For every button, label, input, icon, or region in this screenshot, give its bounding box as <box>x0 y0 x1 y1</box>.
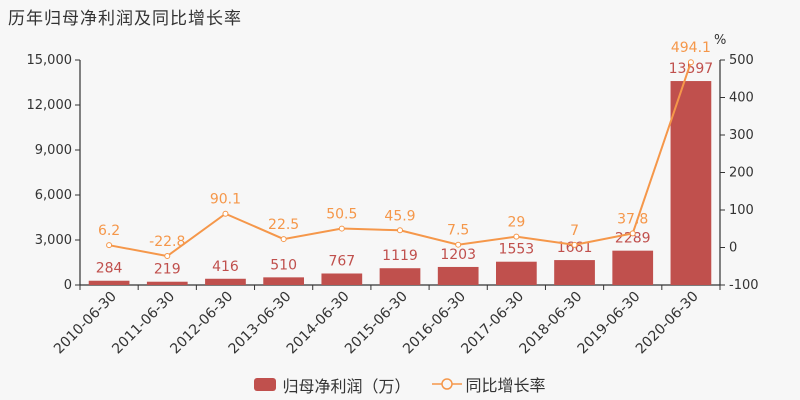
left-axis-tick: 0 <box>64 278 72 293</box>
left-axis-tick: 6,000 <box>35 188 72 203</box>
bar[interactable] <box>496 261 537 285</box>
line-marker-icon <box>431 378 462 390</box>
bar-value-label: 1553 <box>499 242 535 258</box>
line-value-label: 45.9 <box>384 208 415 224</box>
right-axis-tick: -100 <box>729 278 759 293</box>
line-value-label: 7 <box>570 223 579 239</box>
bar[interactable] <box>205 278 246 285</box>
line-point[interactable] <box>513 233 520 240</box>
right-axis-tick: 200 <box>729 166 754 181</box>
line-point[interactable] <box>164 253 171 260</box>
line-point[interactable] <box>397 227 403 234</box>
bar-value-label: 510 <box>270 257 297 273</box>
bar[interactable] <box>554 260 595 285</box>
line-value-label: 90.1 <box>210 192 241 208</box>
legend-label-growth: 同比增长率 <box>465 376 546 395</box>
x-axis-label: 2020-06-30 <box>633 289 702 358</box>
bar[interactable] <box>670 81 712 285</box>
bar[interactable] <box>379 268 421 285</box>
line-value-label: -22.8 <box>149 234 185 250</box>
line-point[interactable] <box>455 241 462 248</box>
legend-item-growth[interactable]: 同比增长率 <box>431 372 546 396</box>
line-value-label: 50.5 <box>326 207 357 223</box>
left-axis-tick: 15,000 <box>27 53 73 68</box>
line-point[interactable] <box>222 210 229 217</box>
line-point[interactable] <box>571 241 578 248</box>
legend: 归母净利润（万） 同比增长率 <box>0 372 800 397</box>
left-axis-tick: 9,000 <box>35 143 72 158</box>
bar-value-label: 1203 <box>440 247 476 263</box>
bar-swatch-icon <box>254 378 277 391</box>
bar[interactable] <box>321 273 363 285</box>
right-axis-unit: % <box>714 33 726 48</box>
line-value-label: 7.5 <box>447 223 469 239</box>
line-point[interactable] <box>106 242 113 249</box>
bar-value-label: 13597 <box>669 61 714 77</box>
bar[interactable] <box>263 277 304 285</box>
line-point[interactable] <box>280 236 287 243</box>
right-axis-tick: 400 <box>729 91 754 106</box>
chart-title: 历年归母净利润及同比增长率 <box>8 9 242 29</box>
right-axis-tick: 500 <box>729 53 754 68</box>
bar[interactable] <box>612 250 654 285</box>
line-value-label: 6.2 <box>98 223 120 239</box>
bar[interactable] <box>146 281 188 285</box>
right-axis-tick: 100 <box>729 203 754 218</box>
left-axis-tick: 3,000 <box>35 233 72 248</box>
bar-value-label: 1119 <box>382 248 418 264</box>
line-point[interactable] <box>629 230 636 237</box>
bar-value-label: 284 <box>96 261 123 277</box>
bar-value-label: 767 <box>328 253 355 269</box>
bar-value-label: 416 <box>212 259 239 275</box>
bar-value-label: 219 <box>154 262 181 278</box>
line-value-label: 29 <box>507 215 525 231</box>
right-axis-tick: 300 <box>729 128 754 143</box>
bar[interactable] <box>437 266 479 285</box>
line-point[interactable] <box>687 59 694 66</box>
line-value-label: 22.5 <box>268 217 299 233</box>
growth-line <box>108 61 692 258</box>
right-axis-tick: 0 <box>729 241 737 256</box>
line-value-label: 494.1 <box>671 40 711 56</box>
bar[interactable] <box>88 280 130 285</box>
line-point[interactable] <box>338 225 345 232</box>
legend-label-profit: 归母净利润（万） <box>282 376 411 396</box>
left-axis-tick: 12,000 <box>27 98 73 113</box>
legend-item-profit[interactable]: 归母净利润（万） <box>254 373 410 397</box>
line-value-label: 37.8 <box>617 211 648 227</box>
